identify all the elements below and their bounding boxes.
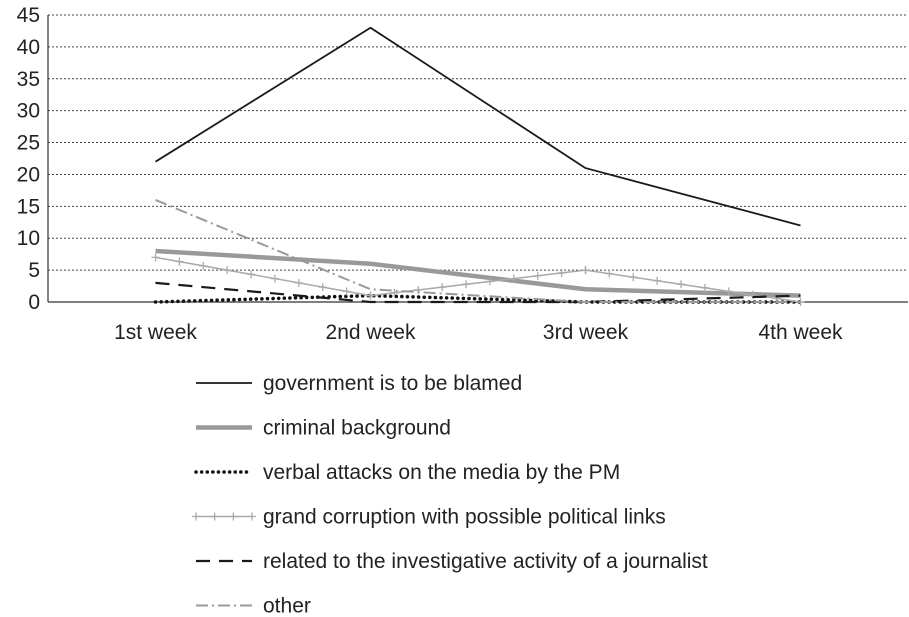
series-marker-3 [557, 268, 566, 277]
series-marker-3 [700, 283, 709, 292]
x-axis-ticks: 1st week 2nd week 3rd week 4th week [114, 321, 843, 344]
series-marker-3 [677, 280, 686, 289]
series-marker-3 [342, 287, 351, 296]
series-line-4 [155, 281, 801, 304]
legend: government is to be blamed criminal backg… [192, 372, 708, 617]
legend-marker-3 [248, 512, 256, 521]
legend-label-1: criminal background [263, 417, 451, 440]
series-line-0 [155, 26, 801, 227]
series-line-3 [155, 256, 801, 303]
legend-marker-3 [210, 512, 219, 521]
series-line-1 [155, 248, 801, 298]
legend-label-2: verbal attacks on the media by the PM [263, 461, 620, 484]
legend-marker-3 [192, 512, 200, 521]
y-tick-label: 10 [17, 227, 40, 250]
series-marker-3 [175, 257, 184, 266]
series-marker-3 [629, 273, 638, 282]
series-lines [151, 26, 805, 306]
y-tick-label: 15 [17, 195, 40, 218]
series-marker-3 [653, 276, 662, 285]
x-tick-label: 2nd week [326, 321, 416, 344]
legend-marker-3 [229, 512, 238, 521]
legend-label-4: related to the investigative activity of… [263, 550, 708, 573]
series-marker-3 [366, 291, 375, 300]
x-tick-label: 3rd week [543, 321, 629, 344]
series-marker-3 [270, 274, 279, 283]
y-tick-label: 5 [28, 259, 40, 282]
series-marker-3 [485, 277, 494, 286]
series-marker-3 [390, 288, 399, 297]
series-marker-3 [533, 271, 542, 280]
series-marker-3 [438, 283, 447, 292]
y-tick-label: 45 [17, 4, 40, 27]
series-marker-3 [199, 261, 208, 270]
y-tick-label: 35 [17, 68, 40, 91]
series-line-5 [155, 199, 801, 303]
y-tick-label: 30 [17, 100, 40, 123]
x-tick-label: 4th week [758, 321, 843, 344]
y-tick-label: 40 [17, 36, 40, 59]
series-marker-3 [462, 280, 471, 289]
series-marker-3 [223, 266, 232, 275]
series-marker-3 [509, 274, 518, 283]
legend-label-5: other [263, 595, 311, 617]
x-tick-label: 1st week [114, 321, 197, 344]
y-tick-label: 25 [17, 132, 40, 155]
legend-label-0: government is to be blamed [263, 372, 522, 395]
series-marker-3 [318, 283, 327, 292]
series-marker-3 [247, 270, 256, 279]
series-marker-3 [294, 278, 303, 287]
y-axis-ticks: 0 5 10 15 20 25 30 35 40 45 [17, 4, 40, 314]
series-marker-3 [151, 253, 160, 262]
series-marker-3 [581, 266, 590, 275]
y-tick-label: 20 [17, 163, 40, 186]
legend-label-3: grand corruption with possible political… [263, 506, 666, 529]
series-marker-3 [724, 287, 733, 296]
gridlines [47, 14, 908, 303]
series-marker-3 [605, 269, 614, 278]
y-tick-label: 0 [28, 291, 40, 314]
